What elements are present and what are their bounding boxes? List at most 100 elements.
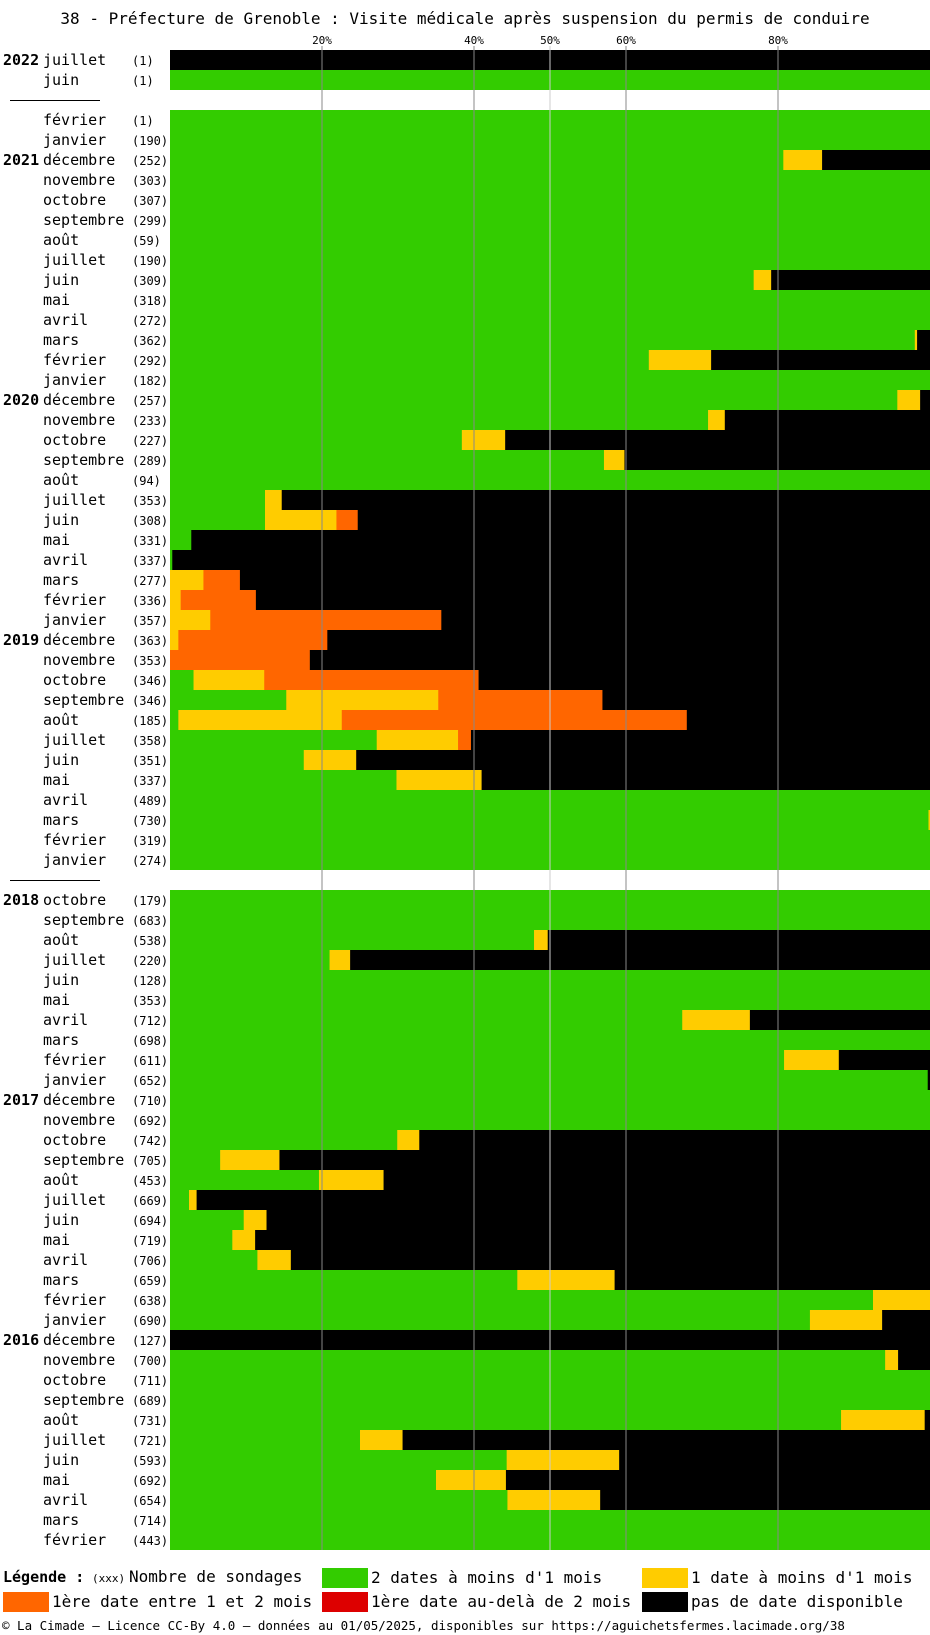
bar-segment-k — [547, 930, 930, 950]
bar-segment-k — [196, 1190, 930, 1210]
bar-segment-o — [170, 650, 311, 670]
month-label: mars — [43, 571, 79, 589]
month-label: janvier — [43, 1311, 106, 1329]
bar-segment-o — [336, 510, 359, 530]
bar-segment-k — [898, 1350, 930, 1370]
bar-segment-k — [882, 1310, 930, 1330]
count-label: (346) — [132, 694, 168, 708]
bar-segment-g — [170, 1350, 886, 1370]
bar-segment-g — [170, 670, 194, 690]
bar-segment-k — [686, 710, 930, 730]
count-label: (336) — [132, 594, 168, 608]
legend-label: 1ère date entre 1 et 2 mois — [52, 1592, 312, 1611]
count-label: (179) — [132, 894, 168, 908]
legend-count-hint: (xxx) — [92, 1572, 125, 1585]
bar-segment-o — [178, 630, 328, 650]
bar-segment-k — [419, 1130, 930, 1150]
x-tick-label: 40% — [464, 34, 484, 47]
count-label: (1) — [132, 54, 154, 68]
month-label: février — [43, 111, 106, 129]
month-label: juillet — [43, 1191, 106, 1209]
bar-segment-g — [170, 1170, 320, 1190]
month-label: juillet — [43, 491, 106, 509]
count-label: (299) — [132, 214, 168, 228]
count-label: (331) — [132, 534, 168, 548]
count-label: (277) — [132, 574, 168, 588]
month-label: décembre — [43, 391, 115, 409]
bar-segment-k — [470, 730, 930, 750]
month-label: février — [43, 351, 106, 369]
bar-segment-g — [170, 530, 192, 550]
month-label: mars — [43, 1511, 79, 1529]
bar-segment-y — [243, 1210, 267, 1230]
bar-segment-y — [841, 1410, 925, 1430]
count-label: (742) — [132, 1134, 168, 1148]
x-tick-label: 20% — [312, 34, 332, 47]
bar-segment-g — [170, 490, 266, 510]
count-label: (353) — [132, 494, 168, 508]
month-label: avril — [43, 551, 88, 569]
month-label: juin — [43, 1451, 79, 1469]
month-label: mai — [43, 991, 70, 1009]
count-label: (669) — [132, 1194, 168, 1208]
bar-segment-g — [170, 1010, 683, 1030]
month-label: janvier — [43, 371, 106, 389]
bar-segment-k — [383, 1170, 930, 1190]
month-label: avril — [43, 1491, 88, 1509]
count-label: (252) — [132, 154, 168, 168]
month-label: mars — [43, 331, 79, 349]
legend-count-label: Nombre de sondages — [129, 1567, 302, 1586]
count-label: (227) — [132, 434, 168, 448]
bar-segment-g — [170, 1250, 258, 1270]
count-label: (220) — [132, 954, 168, 968]
count-label: (538) — [132, 934, 168, 948]
bar-segment-g — [170, 1210, 245, 1230]
bar-segment-k — [505, 1470, 930, 1490]
count-label: (307) — [132, 194, 168, 208]
x-tick-label: 80% — [768, 34, 788, 47]
bar-segment-g — [170, 1150, 221, 1170]
bar-segment-y — [265, 510, 337, 530]
month-label: avril — [43, 1251, 88, 1269]
count-label: (692) — [132, 1114, 168, 1128]
bar-segment-k — [920, 390, 930, 410]
bar-segment-y — [914, 330, 918, 350]
month-label: novembre — [43, 411, 115, 429]
month-label: juillet — [43, 51, 106, 69]
month-label: janvier — [43, 611, 106, 629]
month-label: août — [43, 931, 79, 949]
month-label: octobre — [43, 431, 106, 449]
bar-segment-o — [341, 710, 688, 730]
month-label: août — [43, 1171, 79, 1189]
legend: Légende : (xxx) Nombre de sondages 2 dat… — [3, 1567, 913, 1612]
bar-segment-y — [232, 1230, 256, 1250]
bar-segment-y — [396, 770, 482, 790]
count-label: (292) — [132, 354, 168, 368]
bar-segment-k — [309, 650, 930, 670]
bar-segment-g — [170, 950, 330, 970]
bar-segment-g — [170, 810, 929, 830]
count-label: (319) — [132, 834, 168, 848]
bar-segment-y — [682, 1010, 751, 1030]
count-label: (638) — [132, 1294, 168, 1308]
count-label: (309) — [132, 274, 168, 288]
bar-segment-g — [170, 1410, 842, 1430]
month-label: avril — [43, 311, 88, 329]
month-label: mars — [43, 1271, 79, 1289]
bar-segment-g — [170, 1430, 361, 1450]
legend-label: pas de date disponible — [691, 1592, 903, 1611]
bar-segment-g — [170, 510, 266, 530]
month-label: juillet — [43, 251, 106, 269]
bar-segment-k — [478, 670, 930, 690]
month-label: septembre — [43, 1151, 124, 1169]
count-label: (308) — [132, 514, 168, 528]
count-label: (700) — [132, 1354, 168, 1368]
count-label: (1) — [132, 74, 154, 88]
month-label: janvier — [43, 851, 106, 869]
legend-swatch-y — [642, 1568, 688, 1588]
month-label: mars — [43, 1031, 79, 1049]
bar-segment-g — [170, 770, 397, 790]
count-label: (690) — [132, 1314, 168, 1328]
year-label: 2016 — [3, 1331, 39, 1349]
month-label: novembre — [43, 1111, 115, 1129]
